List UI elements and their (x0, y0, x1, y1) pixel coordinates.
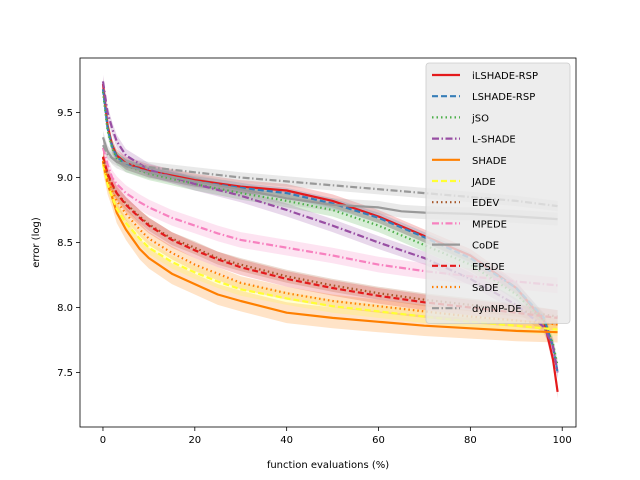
legend-label-lshade-rsp: LSHADE-RSP (472, 92, 535, 103)
x-tick-label: 20 (188, 435, 201, 446)
legend-label-dynnp-de: dynNP-DE (472, 304, 522, 315)
x-tick-label: 40 (280, 435, 293, 446)
legend: iLSHADE-RSP LSHADE-RSP jSO L-SHADE SHADE JADE… (426, 63, 570, 323)
y-tick-label: 9.5 (57, 108, 73, 119)
legend-label-sade: SaDE (472, 283, 499, 294)
legend-label-code: CoDE (472, 241, 499, 252)
y-axis-label: error (log) (31, 217, 42, 268)
y-tick-label: 8.5 (57, 238, 73, 249)
x-tick-label: 80 (464, 435, 477, 446)
y-tick-label: 8.0 (57, 303, 73, 314)
legend-label-l-shade: L-SHADE (472, 135, 516, 146)
legend-label-edev: EDEV (472, 198, 499, 209)
x-tick-label: 100 (553, 435, 572, 446)
y-tick-label: 7.5 (57, 368, 73, 379)
x-tick-label: 0 (100, 435, 106, 446)
legend-label-ilshade-rsp: iLSHADE-RSP (472, 71, 538, 82)
y-tick-label: 9.0 (57, 173, 73, 184)
legend-label-mpede: MPEDE (472, 219, 507, 230)
legend-label-jade: JADE (471, 177, 496, 188)
legend-label-shade: SHADE (472, 156, 507, 167)
legend-label-jso: jSO (471, 113, 489, 124)
legend-label-epsde: EPSDE (472, 262, 505, 273)
x-axis-label: function evaluations (%) (267, 460, 389, 471)
chart: 0 20 40 60 80 100 7.5 8.0 8.5 9.0 9.5 function ev… (0, 0, 640, 480)
x-tick-label: 60 (372, 435, 385, 446)
